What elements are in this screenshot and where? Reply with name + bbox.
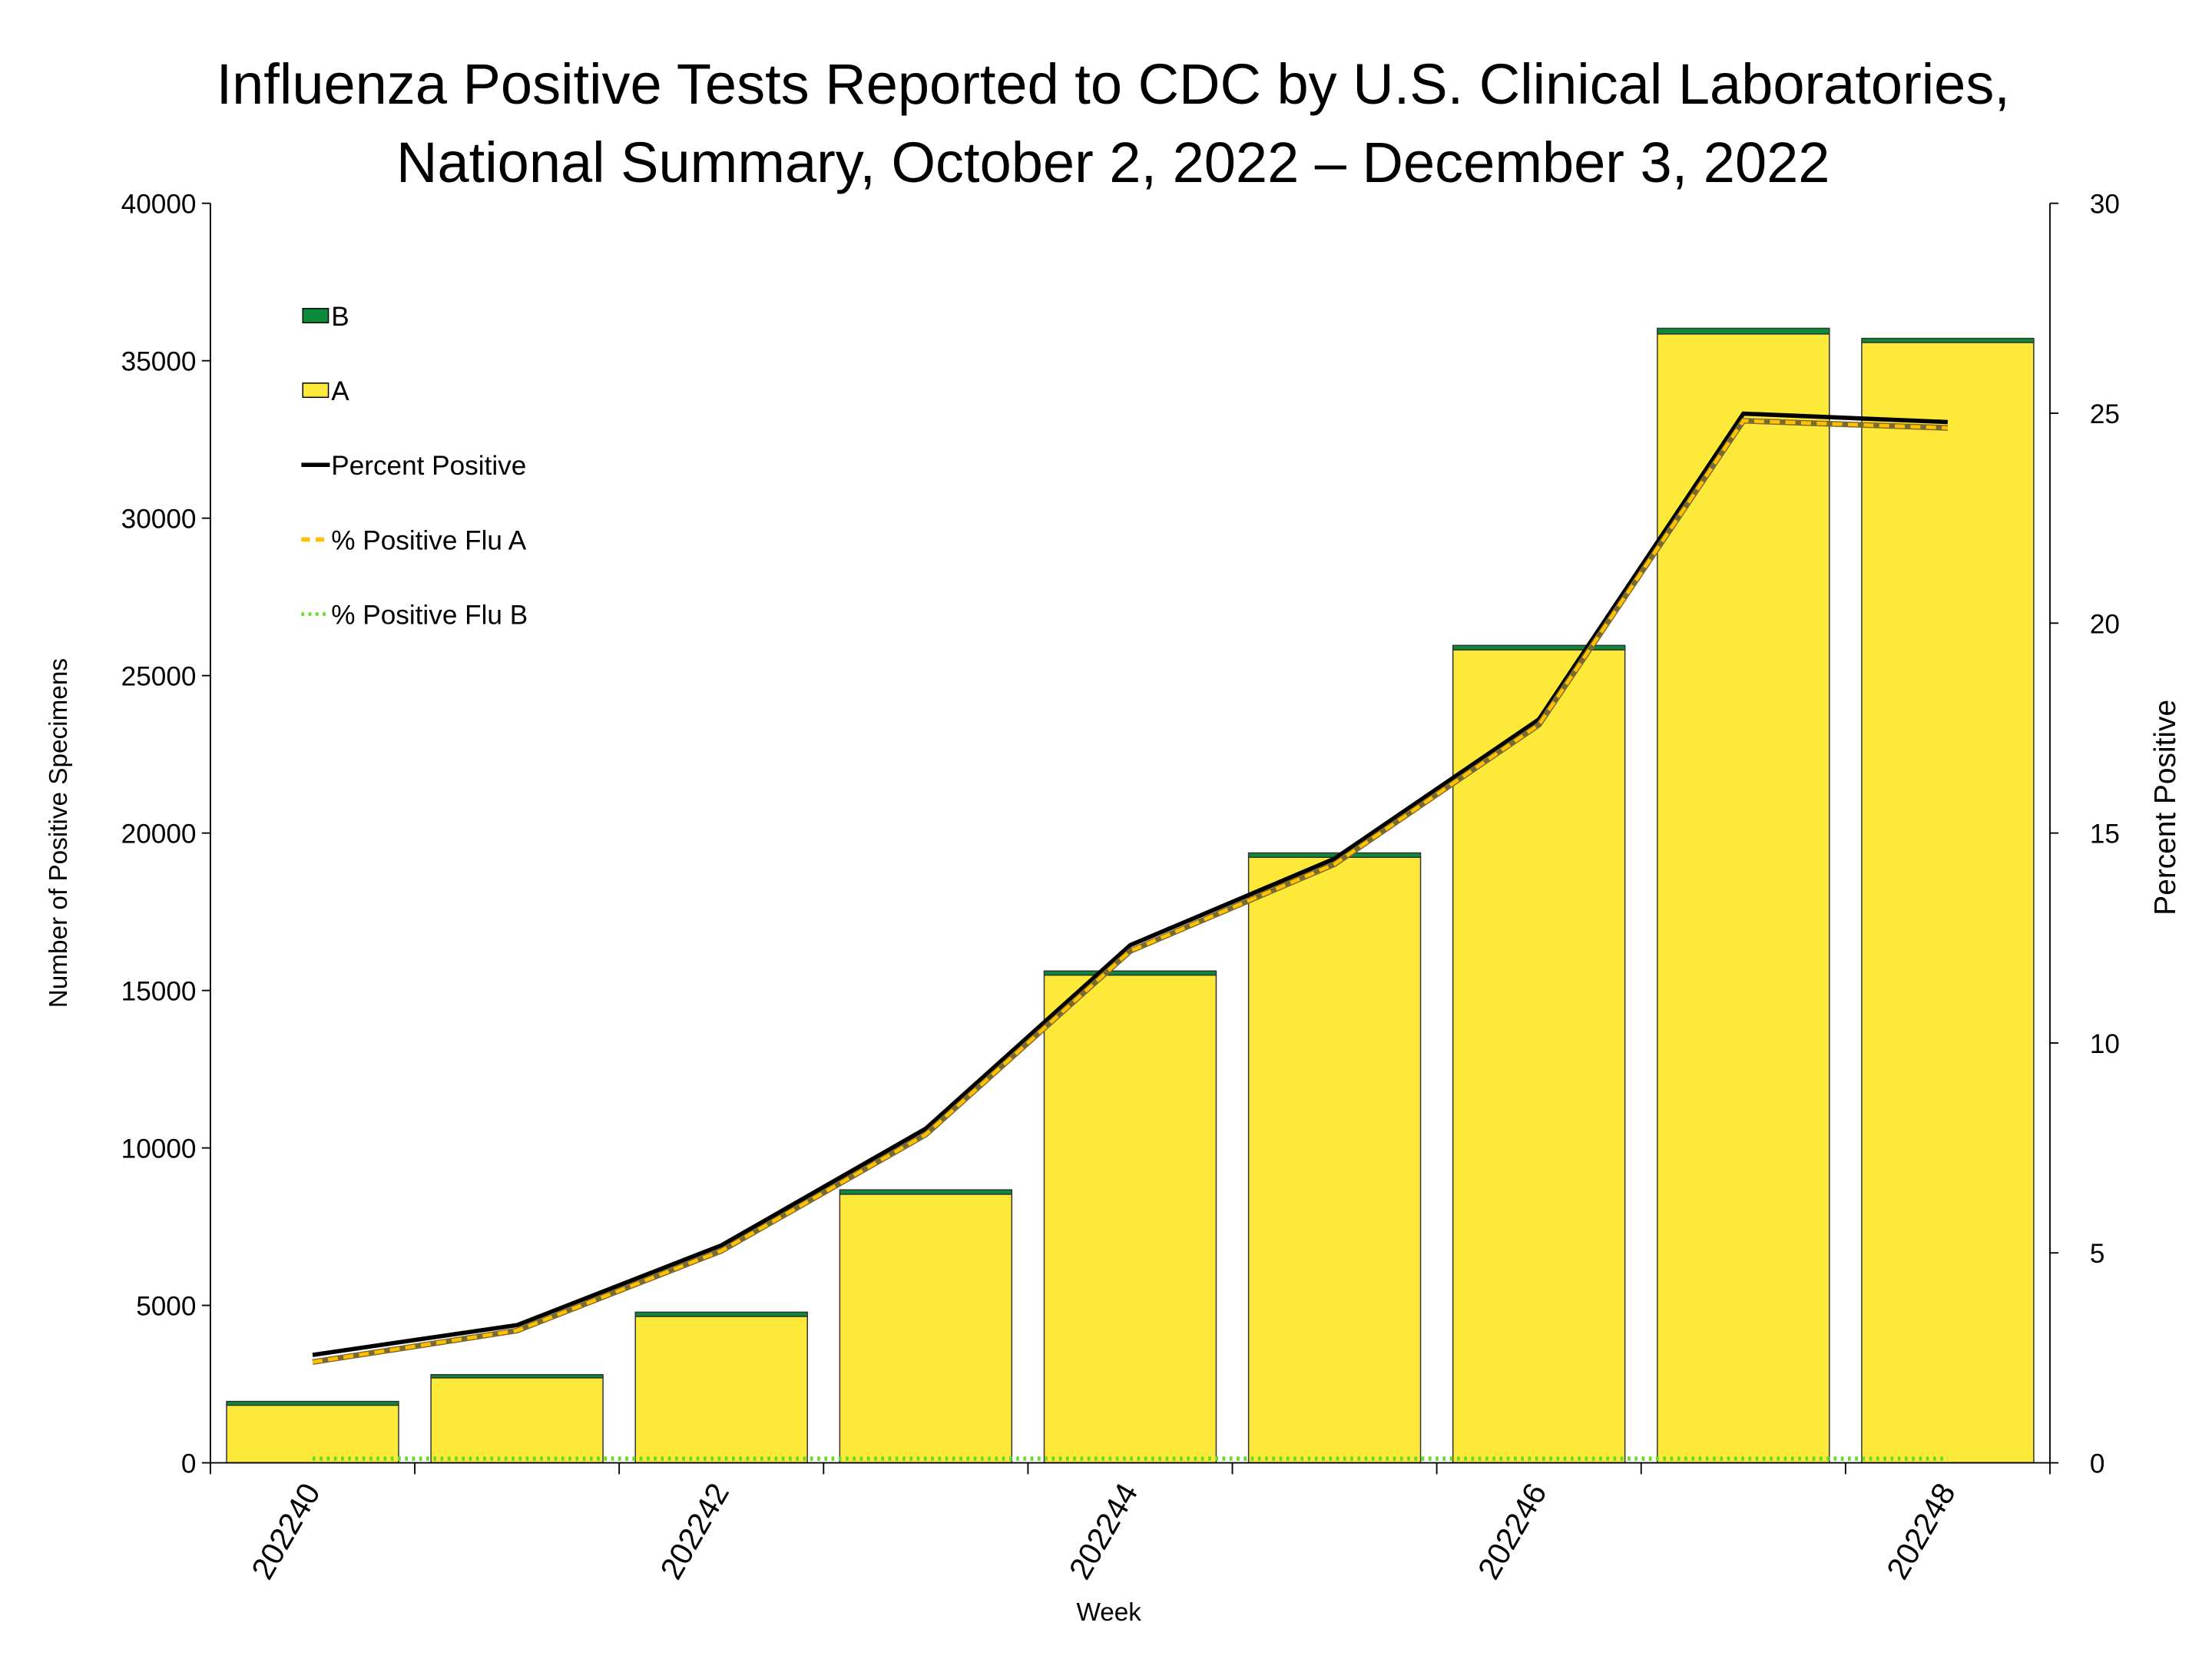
- bar-A-202247: [1657, 333, 1830, 1464]
- x-tick-label: 202240: [244, 1477, 327, 1585]
- bar-A-202242: [634, 1316, 808, 1464]
- bar-B-202241: [430, 1374, 604, 1379]
- bar-A-202243: [839, 1194, 1013, 1464]
- bar-A-202240: [226, 1404, 399, 1464]
- y-tick-label: 25000: [121, 662, 197, 692]
- y-tick-label: 10000: [121, 1134, 197, 1164]
- x-tick-label: 202246: [1471, 1477, 1554, 1585]
- y-axis-label: Number of Positive Specimens: [45, 658, 73, 1008]
- line-percent-positive: [312, 411, 1949, 1357]
- line--positive-flu-a: [312, 419, 1949, 1364]
- y-tick-label: 35000: [121, 347, 197, 377]
- bar-B-202244: [1043, 970, 1217, 976]
- legend-b-swatch: [302, 307, 329, 323]
- y-tick-label: 15000: [121, 977, 197, 1007]
- x-tick-label: 202248: [1879, 1477, 1962, 1585]
- x-tick-label: 202242: [653, 1477, 736, 1585]
- chart-title-line1: Influenza Positive Tests Reported to CDC…: [217, 52, 2010, 116]
- legend-a-label: A: [331, 376, 349, 406]
- y-tick-label: 20000: [121, 820, 197, 849]
- bar-B-202246: [1452, 644, 1626, 651]
- y2-tick-label: 25: [2090, 399, 2120, 429]
- chart-title-line2: National Summary, October 2, 2022 – Dece…: [396, 131, 1830, 194]
- legend-b-label: B: [331, 302, 349, 332]
- x-tick-label: 202244: [1062, 1477, 1145, 1585]
- bar-B-202242: [634, 1311, 808, 1317]
- y-tick-label: 30000: [121, 505, 197, 535]
- y-tick-label: 5000: [136, 1292, 196, 1322]
- y2-axis-label: Percent Positive: [2149, 700, 2182, 916]
- bar-B-202243: [839, 1189, 1013, 1195]
- legend--positive-flu-a-label: % Positive Flu A: [331, 525, 527, 555]
- bar-A-202248: [1861, 342, 2035, 1464]
- legend: B A Percent Positive % Positive Flu A % Posi…: [301, 302, 528, 631]
- bar-B-202240: [226, 1400, 399, 1406]
- bar-A-202241: [430, 1377, 604, 1464]
- y-tick-label: 40000: [121, 190, 197, 220]
- y2-tick-label: 15: [2090, 820, 2120, 849]
- y2-tick-label: 30: [2090, 190, 2120, 220]
- bar-A-202245: [1247, 856, 1422, 1464]
- bar-B-202247: [1657, 327, 1830, 335]
- x-axis-label: Week: [1076, 1598, 1141, 1627]
- legend--positive-flu-b-label: % Positive Flu B: [331, 601, 528, 631]
- bar-B-202248: [1861, 337, 2035, 343]
- y-tick-label: 0: [181, 1449, 197, 1479]
- y2-tick-label: 10: [2090, 1029, 2120, 1059]
- legend-percent-positive-label: Percent Positive: [331, 451, 526, 481]
- legend-a-swatch: [302, 382, 329, 399]
- y2-tick-label: 5: [2090, 1239, 2105, 1269]
- y2-tick-label: 0: [2090, 1449, 2105, 1479]
- y2-tick-label: 20: [2090, 609, 2120, 639]
- bar-A-202246: [1452, 649, 1626, 1464]
- bar-A-202244: [1043, 974, 1217, 1464]
